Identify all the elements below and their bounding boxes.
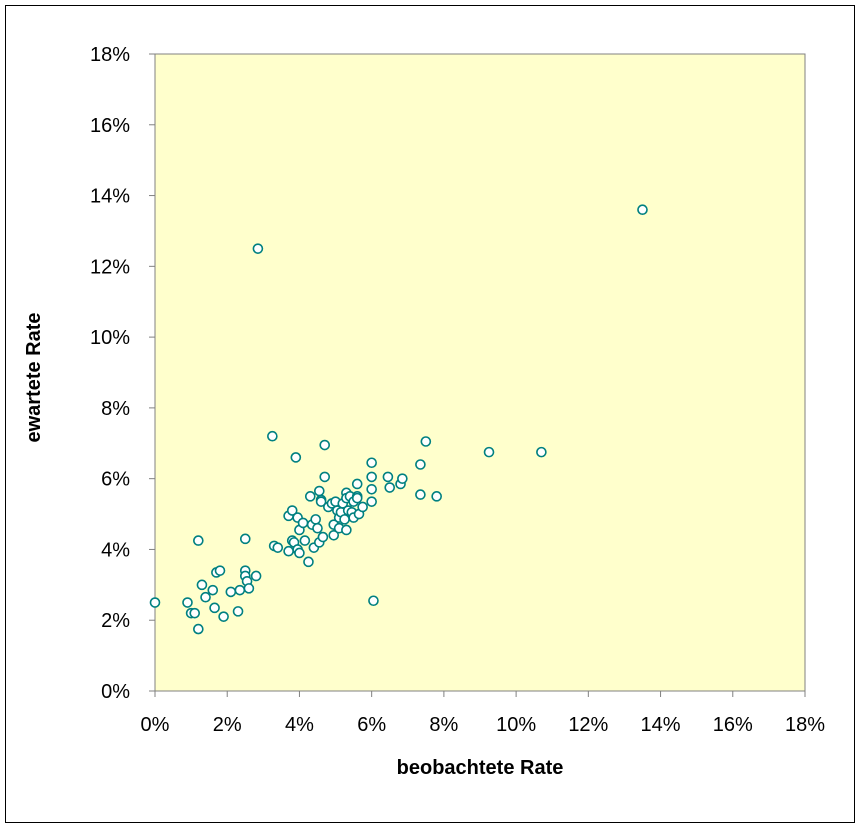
data-point bbox=[384, 482, 396, 493]
y-tick-label: 4% bbox=[101, 539, 130, 561]
data-point bbox=[182, 597, 193, 608]
chart-frame: 0% 2% 4% 6% 8% 10% 12% 14% 16% 18% 0% 2% 4% 6% 8% 10% 1… bbox=[5, 5, 855, 823]
data-point bbox=[267, 430, 278, 442]
data-point bbox=[225, 586, 237, 598]
x-tick-label: 8% bbox=[429, 714, 458, 736]
data-point bbox=[214, 565, 226, 576]
data-point bbox=[232, 606, 244, 617]
data-point bbox=[431, 491, 442, 502]
y-axis-title: ewartete Rate bbox=[23, 312, 45, 442]
data-point bbox=[304, 491, 316, 502]
data-point bbox=[415, 489, 426, 500]
data-point bbox=[319, 471, 331, 483]
data-point bbox=[317, 531, 329, 543]
x-tick-label: 12% bbox=[568, 714, 608, 736]
data-point bbox=[189, 607, 201, 619]
data-point bbox=[234, 584, 246, 596]
x-tick-label: 4% bbox=[285, 714, 314, 736]
y-tick-label: 8% bbox=[101, 398, 130, 420]
data-point bbox=[366, 457, 377, 469]
x-tick-label: 18% bbox=[785, 714, 825, 736]
data-point bbox=[339, 514, 350, 525]
data-point bbox=[252, 243, 264, 254]
plot-area bbox=[154, 53, 806, 692]
x-axis-ticks: 0% 2% 4% 6% 8% 10% 12% 14% 16% 18% bbox=[141, 691, 825, 736]
y-axis-ticks: 0% 2% 4% 6% 8% 10% 12% 14% 16% 18% bbox=[90, 44, 155, 703]
scatter-chart: 0% 2% 4% 6% 8% 10% 12% 14% 16% 18% 0% 2% 4% 6% 8% 10% 1… bbox=[23, 44, 825, 779]
data-point bbox=[200, 591, 211, 603]
data-points bbox=[149, 204, 648, 635]
y-tick-label: 18% bbox=[90, 44, 130, 66]
data-point bbox=[351, 492, 363, 504]
data-point bbox=[193, 623, 204, 635]
data-point bbox=[310, 514, 321, 525]
data-point bbox=[328, 529, 340, 541]
y-tick-label: 0% bbox=[101, 681, 130, 703]
data-point bbox=[319, 439, 331, 451]
data-point bbox=[314, 485, 325, 497]
data-point bbox=[294, 547, 305, 559]
data-point bbox=[382, 471, 394, 483]
y-tick-label: 14% bbox=[90, 186, 130, 208]
x-tick-label: 10% bbox=[496, 714, 536, 736]
y-tick-label: 16% bbox=[90, 115, 130, 137]
data-point bbox=[315, 496, 327, 507]
data-point bbox=[312, 522, 323, 534]
y-tick-label: 10% bbox=[90, 327, 130, 349]
y-tick-label: 12% bbox=[90, 256, 130, 278]
x-tick-label: 14% bbox=[641, 714, 681, 736]
data-point bbox=[290, 452, 302, 463]
data-point bbox=[415, 459, 426, 470]
data-point bbox=[286, 505, 298, 516]
data-point bbox=[299, 535, 311, 546]
y-tick-label: 6% bbox=[101, 469, 130, 491]
data-point bbox=[149, 597, 161, 608]
data-point bbox=[218, 611, 229, 622]
data-point bbox=[207, 584, 219, 596]
y-tick-label: 2% bbox=[101, 610, 130, 632]
x-tick-label: 2% bbox=[213, 714, 242, 736]
data-point bbox=[243, 583, 255, 594]
data-point bbox=[536, 446, 547, 458]
data-point bbox=[357, 501, 368, 513]
data-point bbox=[250, 570, 262, 582]
data-point bbox=[196, 579, 208, 591]
data-point bbox=[366, 483, 377, 495]
data-point bbox=[209, 602, 220, 614]
data-point bbox=[366, 496, 377, 507]
data-point bbox=[297, 517, 309, 529]
data-point bbox=[483, 446, 495, 458]
data-point bbox=[366, 471, 377, 483]
data-point bbox=[351, 478, 363, 490]
data-point bbox=[193, 535, 204, 546]
x-tick-label: 0% bbox=[141, 714, 170, 736]
x-axis-title: beobachtete Rate bbox=[397, 757, 564, 779]
data-point bbox=[303, 556, 314, 568]
data-point bbox=[397, 473, 408, 484]
data-point bbox=[341, 524, 352, 536]
data-point bbox=[272, 542, 284, 553]
data-point bbox=[239, 533, 251, 545]
data-point bbox=[420, 436, 432, 447]
data-point bbox=[637, 204, 648, 216]
x-tick-label: 16% bbox=[713, 714, 753, 736]
data-point bbox=[283, 545, 294, 557]
data-point bbox=[368, 595, 379, 607]
x-tick-label: 6% bbox=[357, 714, 386, 736]
